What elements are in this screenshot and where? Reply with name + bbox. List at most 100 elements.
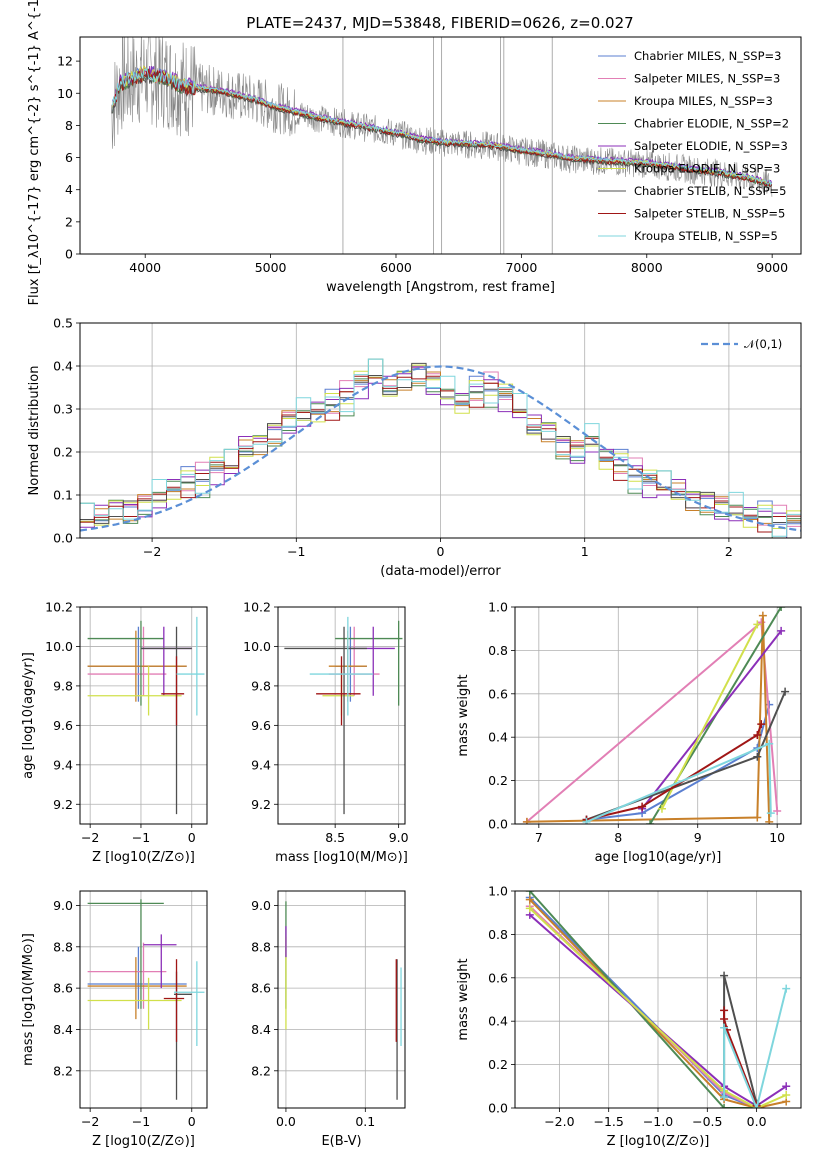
y-tick-label: 1.0 bbox=[488, 884, 508, 899]
panel-age_vs_mass: 8.5 9.0 9.2 9.4 9.6 9.8 10.0 10.2 mass [log10(M/… bbox=[243, 600, 408, 866]
series-point-2 bbox=[525, 895, 534, 904]
panel-age_vs_Z: −2 −1 0 9.2 9.4 9.6 9.8 10.0 10.2 Z [log10(Z/Z⊙)]… bbox=[21, 600, 208, 865]
y-tick-label: 10 bbox=[57, 86, 73, 101]
y-tick-label: 10.2 bbox=[243, 600, 271, 615]
legend-entry-normal: 𝒩(0,1) bbox=[744, 337, 782, 351]
panel-mass_vs_EBV: 0.0 0.1 8.2 8.4 8.6 8.8 9.0 E(B-V) bbox=[251, 890, 406, 1149]
y-tick-label: 0.8 bbox=[488, 927, 508, 942]
plot-area bbox=[80, 891, 207, 1108]
model-line-8 bbox=[112, 67, 773, 187]
series-point-4 bbox=[782, 1082, 791, 1091]
axes-frame bbox=[514, 606, 802, 825]
y-tick-label: 8.6 bbox=[251, 981, 271, 996]
x-tick-label: −1.5 bbox=[594, 1114, 624, 1129]
series-point-6 bbox=[720, 971, 729, 980]
x-tick-label: 0.0 bbox=[747, 1114, 767, 1129]
x-axis-label: age [log10(age/yr)] bbox=[595, 850, 722, 865]
legend-entry-6: Chabrier STELIB, N_SSP=5 bbox=[634, 184, 786, 198]
y-tick-label: 0.8 bbox=[488, 643, 508, 658]
x-axis-label: Z [log10(Z/Z⊙)] bbox=[607, 1134, 710, 1149]
series-point-3 bbox=[646, 820, 655, 824]
y-tick-label: 0.5 bbox=[53, 316, 73, 331]
series-point-7 bbox=[720, 1015, 729, 1024]
legend-entry-2: Kroupa MILES, N_SSP=3 bbox=[634, 94, 773, 108]
y-tick-label: 2 bbox=[65, 214, 73, 229]
series-point-5 bbox=[782, 1090, 791, 1099]
x-tick-label: 0 bbox=[188, 1114, 196, 1129]
y-tick-label: 0.0 bbox=[488, 1101, 508, 1116]
y-tick-label: 9.0 bbox=[251, 898, 271, 913]
x-tick-label: 9 bbox=[694, 830, 702, 845]
series-point-8 bbox=[765, 739, 774, 748]
x-tick-label: −2 bbox=[143, 544, 161, 559]
legend-entry-7: Salpeter STELIB, N_SSP=5 bbox=[634, 207, 785, 221]
x-tick-label: 0 bbox=[188, 830, 196, 845]
hist-series-8 bbox=[80, 358, 801, 538]
y-tick-label: 12 bbox=[57, 54, 73, 69]
x-tick-label: 9000 bbox=[756, 260, 788, 275]
y-tick-label: 0.4 bbox=[53, 359, 73, 374]
series-line-3 bbox=[529, 891, 757, 1108]
x-tick-label: −1 bbox=[132, 1114, 150, 1129]
plot-area bbox=[278, 891, 405, 1108]
series-point-6 bbox=[781, 687, 790, 696]
plot-area bbox=[278, 607, 405, 824]
y-axis-label: Normed distribution bbox=[27, 366, 42, 496]
series-point-5 bbox=[657, 804, 666, 813]
series-point-3 bbox=[525, 891, 534, 895]
series-point-7 bbox=[753, 731, 762, 740]
series-point-2 bbox=[753, 813, 762, 822]
y-axis-label: age [log10(age/yr)] bbox=[21, 652, 36, 779]
y-tick-label: 0.1 bbox=[53, 488, 73, 503]
series-line-8 bbox=[586, 742, 772, 823]
x-tick-label: 7 bbox=[535, 830, 543, 845]
axes-frame bbox=[277, 890, 406, 1109]
series-point-7 bbox=[638, 802, 647, 811]
y-tick-label: 9.2 bbox=[53, 797, 73, 812]
series-point-6 bbox=[753, 752, 762, 761]
series-point-2 bbox=[758, 611, 767, 620]
x-tick-label: 8.5 bbox=[325, 830, 345, 845]
legend-entry-5: Kroupa ELODIE, N_SSP=3 bbox=[634, 162, 780, 176]
y-tick-label: 8.6 bbox=[53, 981, 73, 996]
series-line-6 bbox=[586, 691, 787, 821]
x-tick-label: −2 bbox=[81, 830, 99, 845]
y-tick-label: 8.8 bbox=[251, 939, 271, 954]
x-tick-label: 8000 bbox=[631, 260, 663, 275]
panel-massweight_vs_Z: −2.0 −1.5 −1.0 −0.5 0.0 0.0 0.2 0.4 0.6 0.8 1.0 Z [… bbox=[456, 884, 802, 1149]
series-point-5 bbox=[525, 904, 534, 913]
y-tick-label: 0.6 bbox=[488, 686, 508, 701]
plot-area bbox=[80, 607, 207, 824]
x-tick-label: −1 bbox=[132, 830, 150, 845]
y-axis-label: mass weight bbox=[456, 958, 471, 1040]
x-tick-label: 4000 bbox=[129, 260, 161, 275]
y-tick-label: 8.4 bbox=[251, 1022, 271, 1037]
x-axis-label: E(B-V) bbox=[321, 1134, 361, 1149]
y-tick-label: 9.8 bbox=[251, 678, 271, 693]
series-line-0 bbox=[586, 704, 771, 821]
legend-entry-1: Salpeter MILES, N_SSP=3 bbox=[634, 72, 780, 86]
x-tick-label: 6000 bbox=[380, 260, 412, 275]
figure-title: PLATE=2437, MJD=53848, FIBERID=0626, z=0… bbox=[246, 14, 633, 32]
series-point-8 bbox=[720, 1093, 729, 1102]
x-tick-label: 10 bbox=[769, 830, 785, 845]
x-tick-label: 0 bbox=[437, 544, 445, 559]
axes-frame bbox=[79, 890, 208, 1109]
series-point-8 bbox=[752, 1104, 761, 1108]
y-tick-label: 9.6 bbox=[251, 718, 271, 733]
y-axis-label: mass [log10(M/M⊙)] bbox=[21, 933, 36, 1066]
x-tick-label: −2 bbox=[81, 1114, 99, 1129]
legend-entry-8: Kroupa STELIB, N_SSP=5 bbox=[634, 229, 778, 243]
axes-frame bbox=[277, 606, 406, 825]
series-point-2 bbox=[522, 817, 531, 824]
series-point-1 bbox=[773, 806, 782, 815]
series-line-5 bbox=[529, 907, 787, 1108]
x-tick-label: 7000 bbox=[505, 260, 537, 275]
axes-frame bbox=[79, 36, 802, 255]
y-tick-label: 6 bbox=[65, 150, 73, 165]
series-point-8 bbox=[582, 817, 591, 824]
series-line-1 bbox=[526, 620, 779, 823]
series-line-5 bbox=[661, 623, 759, 810]
panel-spectrum: Chabrier MILES, N_SSP=3 Salpeter MILES, N… bbox=[27, 0, 802, 305]
series-point-3 bbox=[777, 607, 786, 611]
